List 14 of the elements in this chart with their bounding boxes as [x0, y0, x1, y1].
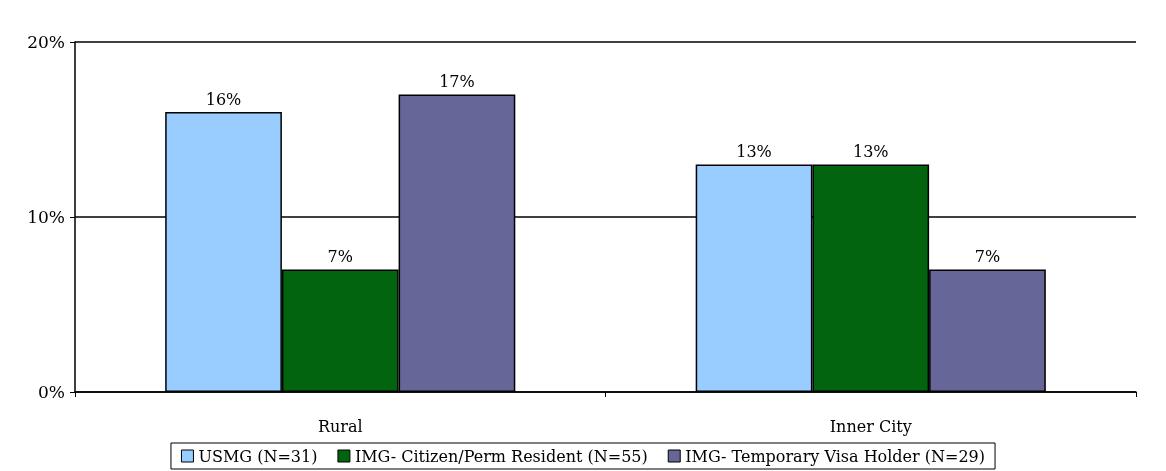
- data-label: 17%: [439, 72, 475, 91]
- x-tick-label: Inner City: [829, 416, 912, 436]
- data-label: 16%: [205, 89, 242, 109]
- y-tick-label: 10%: [27, 207, 65, 227]
- data-label: 13%: [736, 142, 772, 161]
- y-tick-label: 20%: [27, 32, 65, 52]
- y-tick-label: 0%: [38, 382, 65, 402]
- legend-label: USMG (N=31): [198, 446, 318, 466]
- data-label: 13%: [852, 142, 889, 161]
- legend-label: IMG- Citizen/Perm Resident (N=55): [354, 446, 648, 466]
- legend-label: IMG- Temporary Visa Holder (N=29): [685, 446, 986, 466]
- data-label: 7%: [327, 247, 353, 266]
- data-label: 7%: [974, 247, 1001, 266]
- x-tick-label: Rural: [317, 416, 363, 436]
